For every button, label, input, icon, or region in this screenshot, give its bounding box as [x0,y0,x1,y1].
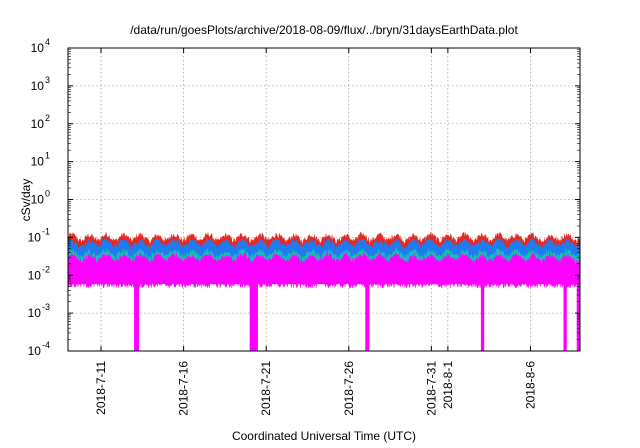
y-tick-label: 10-4 [28,340,50,358]
y-tick-exponent: 1 [45,151,50,161]
grid [68,47,580,352]
x-tick-label: 2018-8-6 [523,361,537,409]
x-tick-label: 2018-8-1 [441,361,455,409]
y-tick-exponent: -1 [42,226,50,236]
y-axis-label: cSv/day [19,179,33,222]
dropout-spike [134,283,140,351]
y-tick-exponent: 0 [45,189,50,199]
dropout-spike [576,283,580,351]
y-tick-exponent: -4 [42,340,50,350]
dropout-spike [563,283,567,351]
y-tick-exponent: -2 [42,264,50,274]
series-band-floor [67,281,581,289]
x-axis-label: Coordinated Universal Time (UTC) [232,429,416,443]
y-tick-label: 104 [31,37,50,55]
x-tick-label: 2018-7-11 [94,361,108,415]
dropout-spike [249,283,258,351]
x-tick-label: 2018-7-31 [424,361,438,416]
plot-area [67,231,581,351]
x-axis: 2018-7-11 2018-7-16 2018-7-21 2018-7-26 2018… [94,48,537,416]
y-tick-label: 10-2 [28,264,50,282]
y-tick-exponent: 2 [45,113,50,123]
y-tick-label: 10-1 [28,226,50,244]
y-tick-label: 10-3 [28,302,50,320]
x-tick-label: 2018-7-26 [342,361,356,416]
dropout-spike [365,283,370,351]
y-tick-exponent: -3 [42,302,50,312]
x-tick-label: 2018-7-16 [177,361,191,416]
y-tick-exponent: 3 [45,75,50,85]
dropout-spike [480,283,485,351]
chart-title: /data/run/goesPlots/archive/2018-08-09/f… [130,23,518,37]
y-tick-label: 100 [31,189,50,207]
series-band-lower [67,252,581,284]
y-tick-exponent: 4 [45,37,50,47]
y-tick-label: 103 [31,75,50,93]
y-tick-label: 101 [31,151,50,169]
x-tick-label: 2018-7-21 [259,361,273,416]
y-tick-label: 102 [31,113,50,131]
